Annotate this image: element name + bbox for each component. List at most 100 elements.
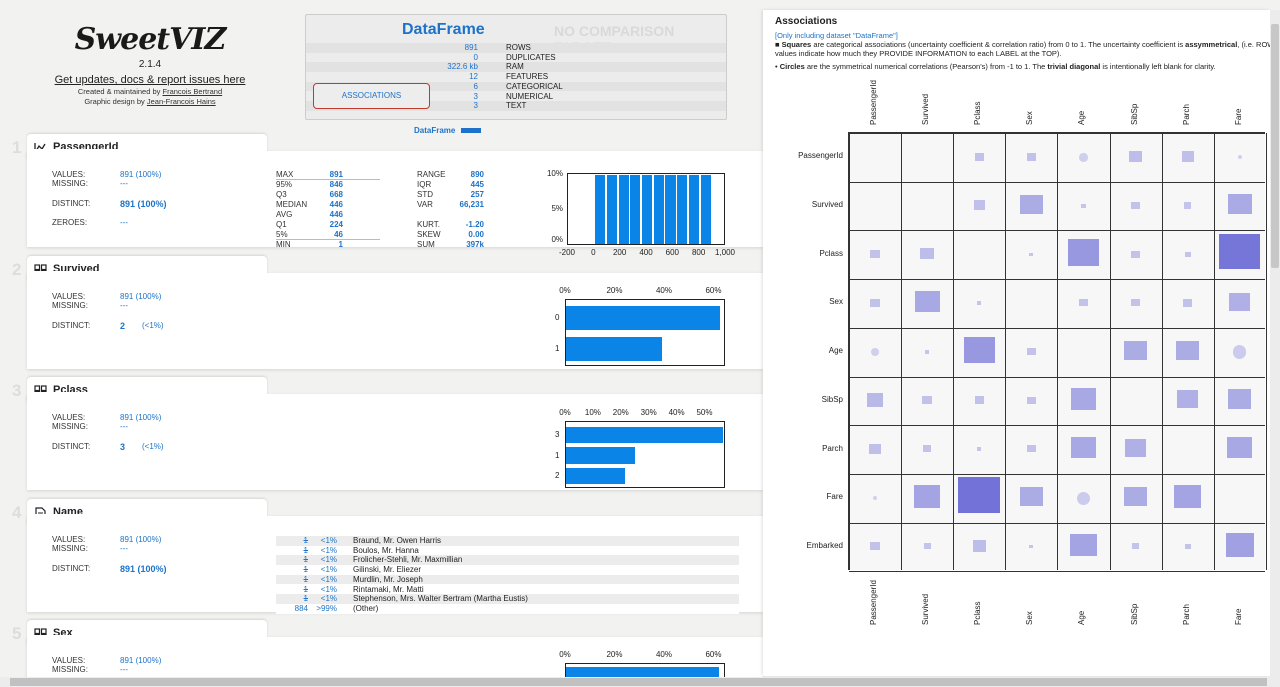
df-row-label: FEATURES [506,72,549,82]
stat-value: 890 [470,170,484,179]
x-tick-label: 20% [606,286,623,295]
column-label-bottom: Pclass [973,601,983,625]
value-missing: --- [120,665,128,674]
column-label-bottom: Fare [1233,608,1243,625]
stat-label: STD [417,190,433,199]
column-label-top: Age [1077,110,1087,125]
category-bar [566,427,724,444]
category-bar [566,306,720,331]
row-label: Sex [829,297,843,307]
association-square [1027,396,1036,404]
stat-label: MAX [276,170,294,179]
tab-connector [27,392,267,398]
x-tick-label: 30% [640,408,657,417]
column-label-top: Survived [921,93,931,125]
grid-line-h [849,327,1265,329]
grid-line-h [849,376,1265,378]
grid-line-v [901,133,903,570]
df-row-value: 0 [473,52,478,62]
column-label-top: Sex [1025,111,1035,125]
association-circle [1237,155,1242,160]
count: 1 [303,594,308,604]
association-square [1177,390,1199,409]
association-square [1131,299,1140,307]
value-distinct-pct: (<1%) [142,321,164,330]
text-row-bg [276,603,739,614]
grid-line-v [849,133,850,570]
x-tick-label: 0% [559,286,571,295]
x-tick-label: 800 [691,248,706,257]
df-row-label: RAM [506,62,524,72]
df-row: 6 CATEGORICAL [306,81,726,92]
updates-link[interactable]: Get updates, docs & report issues here [54,74,246,86]
association-square [1184,251,1191,257]
label-distinct: DISTINCT: [52,199,91,208]
value-missing: --- [120,544,128,553]
histogram-bar [665,175,676,244]
credits-design: Graphic design by Jean-Francois Hains [84,97,216,106]
association-square [974,396,984,405]
value-values: 891 (100%) [120,535,162,544]
stat-label: SUM [417,240,435,249]
value-text: Braund, Mr. Owen Harris [353,536,442,545]
tab-connector [27,271,267,277]
grid-line-h [849,571,1265,573]
grid-line-v [1005,133,1007,570]
association-square [977,301,982,305]
tab-connector [27,149,267,155]
label-missing: MISSING: [52,179,89,188]
grid-line-h [849,473,1265,475]
vertical-scroll-thumb[interactable] [1271,24,1279,268]
value-missing: --- [120,422,128,431]
column-label-bottom: Sex [1025,611,1035,625]
x-tick-label: 10% [584,408,601,417]
association-circle [872,496,878,501]
value-distinct: 891 (100%) [120,199,167,209]
df-row-value: 12 [469,72,478,82]
stat-label: KURT. [417,220,440,229]
association-square [1228,389,1252,409]
df-row-value: 6 [473,81,478,91]
x-tick-label: 50% [696,408,713,417]
label-missing: MISSING: [52,665,89,674]
horizontal-bar-plot [565,421,725,488]
value-text: Stephenson, Mrs. Walter Bertram (Martha … [353,594,528,604]
label-missing: MISSING: [52,301,89,310]
feature-number: 4 [12,503,22,522]
association-square [1029,544,1034,549]
association-square [914,290,940,313]
association-square [1176,340,1200,361]
value-values: 891 (100%) [120,413,162,422]
count: 1 [303,536,308,545]
association-square [1027,347,1036,356]
stat-value: 891 [329,170,343,179]
designer-link[interactable]: Jean-Francois Hains [146,97,216,106]
stat-divider [276,239,380,240]
association-square [1184,202,1192,209]
stat-value: 0.00 [468,230,484,239]
grid-line-h [849,133,1265,134]
association-square [974,152,984,161]
x-tick-label: 400 [639,248,653,257]
stat-label: MEDIAN [276,200,308,209]
association-square [1067,239,1100,266]
label-distinct: DISTINCT: [52,321,91,330]
value-distinct-pct: (<1%) [142,442,164,451]
associations-button[interactable]: ASSOCIATIONS [313,83,430,109]
column-label-bottom: Survived [921,593,931,625]
horizontal-scroll-thumb[interactable] [10,678,1267,686]
dataframe-title: DataFrame [402,21,485,38]
row-label: Survived [811,200,843,210]
value-missing: --- [120,301,128,310]
histogram-bar [641,175,653,244]
stat-label: Q3 [276,190,287,199]
association-circle [1076,491,1091,505]
category-label: 3 [555,430,560,440]
association-circle [1079,153,1088,162]
histogram-bar [606,175,617,244]
association-square [1181,151,1194,162]
value-distinct: 891 (100%) [120,564,167,574]
vertical-scrollbar[interactable] [1270,10,1280,677]
author-link[interactable]: Francois Bertrand [162,87,223,96]
horizontal-bar-plot [565,299,725,366]
